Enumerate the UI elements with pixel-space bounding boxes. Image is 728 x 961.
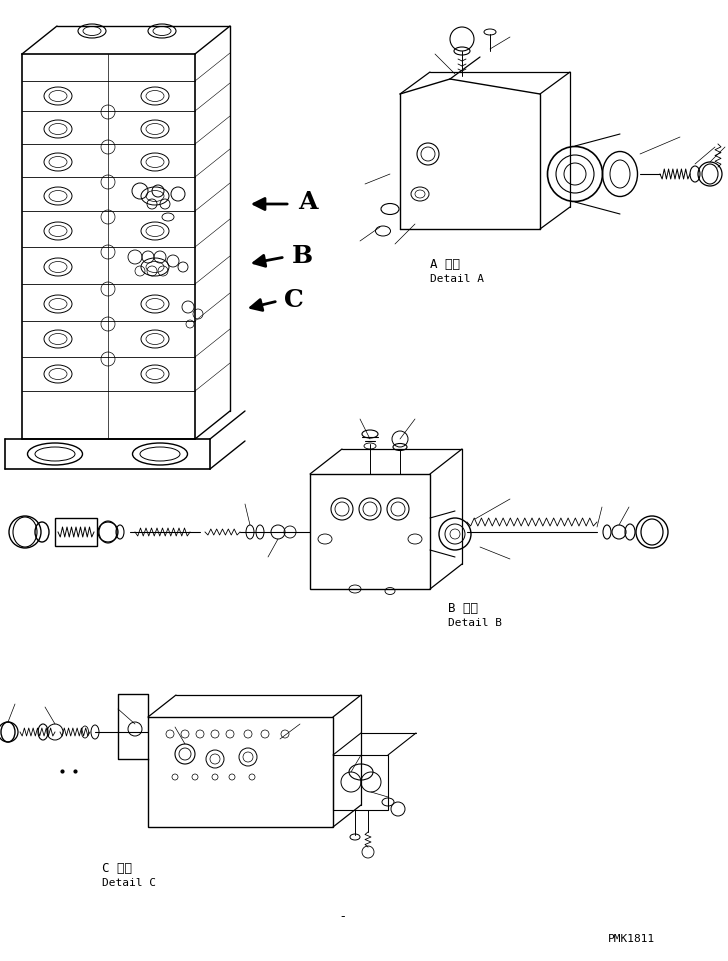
- Text: -: -: [340, 909, 344, 922]
- Bar: [55, 519, 97, 547]
- Bar: [310, 475, 430, 589]
- Text: C 詳細: C 詳細: [102, 861, 132, 875]
- Text: A 詳細: A 詳細: [430, 258, 460, 271]
- Text: Detail C: Detail C: [102, 877, 156, 887]
- Bar: [148, 717, 333, 827]
- Text: A: A: [298, 190, 317, 213]
- Text: Detail A: Detail A: [430, 274, 484, 283]
- Text: Detail B: Detail B: [448, 617, 502, 628]
- Text: C: C: [284, 287, 304, 311]
- Text: PMK1811: PMK1811: [608, 933, 655, 943]
- Bar: [333, 755, 388, 810]
- Text: B 詳細: B 詳細: [448, 602, 478, 614]
- Text: B: B: [292, 244, 313, 268]
